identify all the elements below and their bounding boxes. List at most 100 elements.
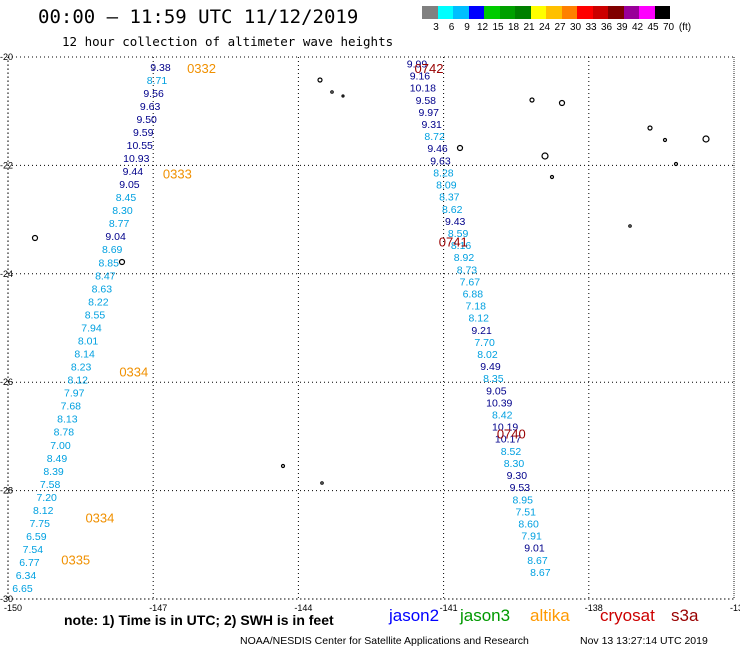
island <box>320 481 324 485</box>
wave-height-value: 8.62 <box>442 204 463 216</box>
wave-height-value: 10.18 <box>410 83 436 95</box>
wave-height-value: 7.20 <box>36 492 57 504</box>
wave-height-value: 7.58 <box>40 479 61 491</box>
scale-swatch-30 <box>561 6 577 19</box>
island <box>118 258 126 266</box>
scale-label-12: 12 <box>476 22 489 33</box>
wave-height-value: 8.72 <box>424 131 445 143</box>
wave-height-value: 8.69 <box>102 244 123 256</box>
scale-swatch-42 <box>623 6 639 19</box>
scale-label-36: 36 <box>600 22 613 33</box>
wave-height-value: 8.92 <box>454 252 475 264</box>
wave-height-value: 7.00 <box>50 440 71 452</box>
scale-swatch-21 <box>515 6 531 19</box>
island <box>549 174 555 180</box>
wave-height-value: 7.54 <box>23 544 44 556</box>
wave-height-value: 7.91 <box>521 531 542 543</box>
wave-height-value: 8.39 <box>43 466 64 478</box>
wave-height-value: 8.12 <box>33 505 54 517</box>
wave-height-value: 7.67 <box>460 276 481 288</box>
wave-height-value: 8.42 <box>492 410 513 422</box>
wave-height-value: 9.63 <box>430 155 451 167</box>
wave-height-value: 9.38 <box>150 62 171 74</box>
scale-label-3: 3 <box>433 22 439 33</box>
island <box>31 234 39 242</box>
pass-time-label: 0334 <box>85 511 114 526</box>
wave-height-value: 7.70 <box>474 337 495 349</box>
scale-label-6: 6 <box>448 22 455 33</box>
wave-height-value: 8.16 <box>451 240 472 252</box>
wave-height-value: 8.28 <box>433 167 454 179</box>
island <box>673 161 679 167</box>
lon-tick-label: -147 <box>149 603 167 613</box>
scale-swatch-39 <box>608 6 624 19</box>
scale-label-39: 39 <box>616 22 628 33</box>
chart-subtitle: 12 hour collection of altimeter wave hei… <box>62 34 394 49</box>
wave-height-value: 8.71 <box>147 75 168 87</box>
wave-height-value: 7.97 <box>64 388 85 400</box>
wave-height-value: 9.63 <box>140 101 161 113</box>
scale-label-21: 21 <box>523 22 535 33</box>
scale-swatch-12 <box>468 6 484 19</box>
wave-height-value: 8.14 <box>74 349 95 361</box>
wave-height-value: 8.37 <box>439 192 460 204</box>
wave-height-value: 8.85 <box>99 257 120 269</box>
wave-height-value: 8.78 <box>54 427 75 439</box>
scale-swatch-3 <box>422 6 438 19</box>
lat-tick-label: -26 <box>0 377 13 387</box>
wave-height-value: 8.13 <box>57 414 78 426</box>
wave-height-value: 10.93 <box>123 153 149 165</box>
wave-height-value: 6.77 <box>19 557 40 569</box>
scale-swatch-24 <box>530 6 546 19</box>
wave-height-value: 6.88 <box>463 288 484 300</box>
wave-height-value: 8.22 <box>88 296 109 308</box>
footer-note: note: 1) Time is in UTC; 2) SWH is in fe… <box>64 612 334 628</box>
island <box>647 125 653 131</box>
wave-height-value: 10.17 <box>495 434 521 446</box>
island <box>628 224 632 228</box>
wave-height-value: 8.67 <box>530 567 551 579</box>
wave-height-value: 7.94 <box>81 322 102 334</box>
wave-height-value: 9.97 <box>419 107 440 119</box>
wave-height-value: 9.46 <box>427 143 448 155</box>
wave-height-value: 9.43 <box>445 216 466 228</box>
lat-tick-label: -22 <box>0 160 13 170</box>
island <box>541 152 549 160</box>
wave-height-value: 9.59 <box>133 127 154 139</box>
wave-height-value: 8.47 <box>95 270 116 282</box>
wave-height-value: 9.05 <box>486 385 507 397</box>
map-frame <box>7 56 735 600</box>
wave-height-value: 8.73 <box>457 264 478 276</box>
wave-height-value: 9.01 <box>524 543 545 555</box>
lon-tick-label: -138 <box>585 603 603 613</box>
lon-tick-label: -144 <box>294 603 312 613</box>
wave-height-value: 10.39 <box>486 397 512 409</box>
wave-height-value: 10.19 <box>492 422 518 434</box>
scale-swatch-15 <box>484 6 500 19</box>
wave-height-value: 10.55 <box>127 140 153 152</box>
island <box>280 463 286 469</box>
wave-height-value: 8.01 <box>78 335 99 347</box>
wave-height-value: 9.58 <box>416 95 437 107</box>
wave-height-value: 7.68 <box>61 401 82 413</box>
satellite-jason3: jason3 <box>460 606 511 625</box>
credit-line: NOAA/NESDIS Center for Satellite Applica… <box>240 635 529 647</box>
scale-label-30: 30 <box>569 22 582 33</box>
pass-time-label: 0332 <box>187 61 216 76</box>
lon-tick-label: -135 <box>730 603 740 613</box>
wave-height-value: 8.49 <box>47 453 68 465</box>
wave-height-value: 9.56 <box>143 88 164 100</box>
scale-swatch-9 <box>453 6 469 19</box>
island <box>529 97 535 103</box>
pass-time-label: 0335 <box>61 552 90 567</box>
wave-height-value: 8.67 <box>527 555 548 567</box>
wave-height-value: 9.04 <box>105 231 126 243</box>
pass-time-label: 0742 <box>415 61 444 76</box>
wave-height-value: 9.16 <box>410 71 431 83</box>
wave-height-value: 9.30 <box>507 470 528 482</box>
pass-time-label: 0741 <box>439 234 468 249</box>
wave-height-value: 8.12 <box>468 313 489 325</box>
satellite-s3a: s3a <box>671 606 699 625</box>
scale-label-24: 24 <box>538 22 551 33</box>
satellite-cryosat: cryosat <box>600 606 655 625</box>
